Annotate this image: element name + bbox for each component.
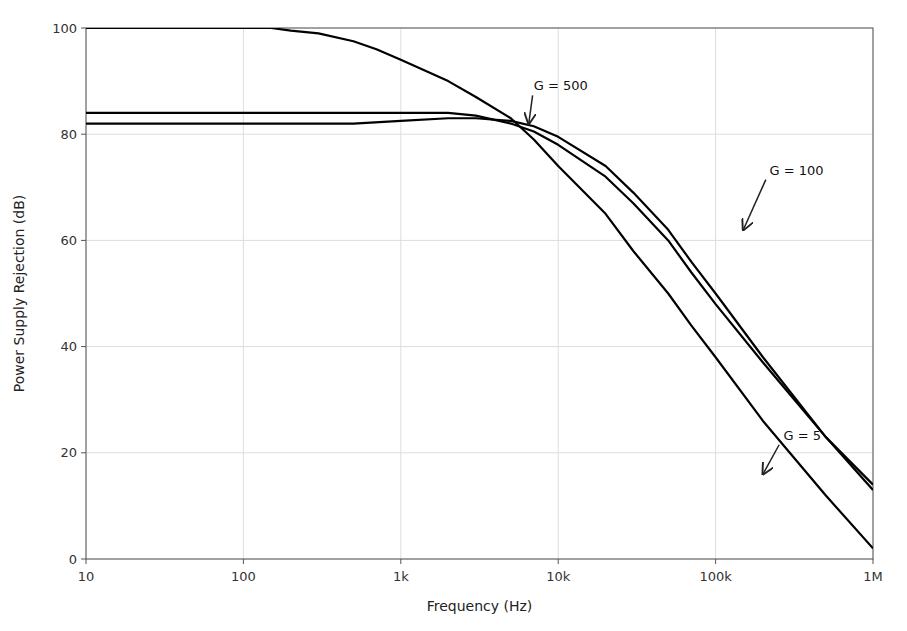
annotations: G = 500 G = 100 G = 5 <box>529 78 824 474</box>
x-grid-line <box>558 28 559 559</box>
y-tick <box>81 134 86 135</box>
y-tick-label: 20 <box>60 445 77 460</box>
x-axis-label: Frequency (Hz) <box>427 598 533 614</box>
y-axis-label: Power Supply Rejection (dB) <box>11 195 27 393</box>
annotation-arrow <box>743 180 765 230</box>
y-tick <box>81 28 86 29</box>
x-grid-line <box>400 28 401 559</box>
y-tick-label: 80 <box>60 127 77 142</box>
plot-frame <box>86 28 873 559</box>
y-grid-line <box>86 452 873 453</box>
grid <box>86 28 873 559</box>
annotation-text: G = 500 <box>534 78 588 93</box>
lines <box>86 28 873 548</box>
y-grid-line <box>86 134 873 135</box>
line <box>86 113 873 485</box>
plot-background <box>86 28 873 559</box>
x-tick <box>873 559 874 564</box>
x-tick <box>243 559 244 564</box>
x-tick-label: 1M <box>863 569 883 584</box>
x-tick-label: 100 <box>231 569 256 584</box>
axes: 10 100 1k 10k 100k 1M 0 20 40 60 80 100 <box>52 21 883 585</box>
y-tick-label: 40 <box>60 339 77 354</box>
y-tick <box>81 346 86 347</box>
annotation-text: G = 100 <box>769 163 823 178</box>
y-tick <box>81 452 86 453</box>
annotation-arrow <box>529 95 533 123</box>
y-tick-label: 0 <box>69 552 77 567</box>
y-grid-line <box>86 240 873 241</box>
x-tick <box>715 559 716 564</box>
line <box>86 118 873 490</box>
x-tick-label: 10k <box>546 569 571 584</box>
line <box>86 28 873 548</box>
y-tick <box>81 559 86 560</box>
chart: 10 100 1k 10k 100k 1M 0 20 40 60 80 100 Frequency (H… <box>0 0 907 631</box>
x-tick-label: 10 <box>78 569 95 584</box>
x-grid-line <box>243 28 244 559</box>
y-tick <box>81 240 86 241</box>
y-tick-label: 100 <box>52 21 77 36</box>
x-tick <box>558 559 559 564</box>
x-tick <box>400 559 401 564</box>
annotation-arrow <box>763 445 779 474</box>
y-tick-label: 60 <box>60 233 77 248</box>
x-tick <box>86 559 87 564</box>
x-tick-label: 100k <box>699 569 732 584</box>
annotation-text: G = 5 <box>783 428 821 443</box>
x-tick-label: 1k <box>393 569 409 584</box>
